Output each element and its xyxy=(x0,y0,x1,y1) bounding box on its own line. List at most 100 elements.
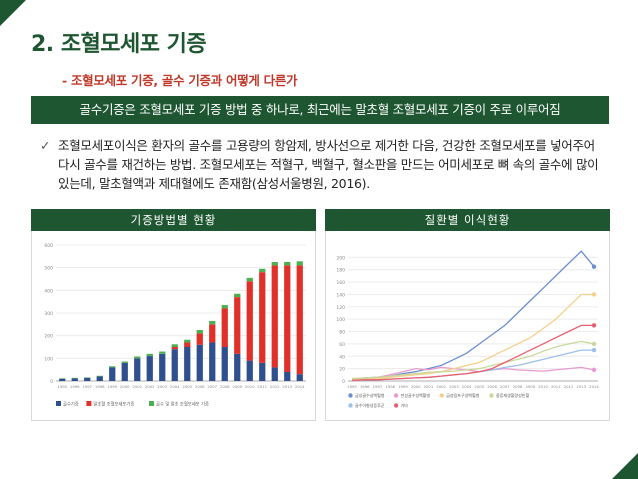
series-end-marker xyxy=(591,367,597,373)
y-tick-label: 200 xyxy=(336,255,345,261)
bar-segment xyxy=(296,265,303,375)
x-tick-label: 2012 xyxy=(564,384,574,389)
x-tick-label: 2005 xyxy=(475,384,485,389)
legend-swatch xyxy=(149,401,154,406)
bar-segment xyxy=(259,362,266,381)
bar-segment xyxy=(246,277,253,282)
x-tick-label: 2004 xyxy=(170,384,180,389)
x-tick-label: 2010 xyxy=(538,384,548,389)
x-tick-label: 1998 xyxy=(385,384,395,389)
x-tick-label: 2009 xyxy=(232,384,242,389)
bullet-text: 조혈모세포이식은 환자의 골수를 고용량의 항암제, 방사선으로 제거한 다음,… xyxy=(58,138,599,191)
series-end-marker xyxy=(591,341,597,347)
y-tick-label: 80 xyxy=(339,330,345,336)
corner-decoration-bottom-right xyxy=(612,453,638,479)
left-chart-panel: 0 100 200 300 400 500 600 1995 1996 1997 1998 1999 2… xyxy=(31,231,316,421)
page-subtitle: - 조혈모세포 기증, 골수 기증과 어떻게 다른가 xyxy=(62,73,298,88)
bar-segment xyxy=(171,347,178,350)
x-tick-label: 1996 xyxy=(360,384,370,389)
x-tick-label: 2009 xyxy=(525,384,535,389)
legend-swatch xyxy=(439,393,444,398)
y-tick-label: 40 xyxy=(339,354,345,360)
x-tick-label: 2005 xyxy=(182,384,192,389)
bar-segment xyxy=(221,347,228,381)
bar-segment xyxy=(159,351,166,354)
left-panel-title: 기증방법별 현황 xyxy=(31,209,316,231)
x-tick-label: 2004 xyxy=(462,384,472,389)
bullet-paragraph: ✓ 조혈모세포이식은 환자의 골수를 고용량의 항암제, 방사선으로 제거한 다… xyxy=(40,136,605,193)
bar-segment xyxy=(221,308,228,347)
bar-segment xyxy=(221,305,228,309)
legend-label: 급성골수성백혈병 xyxy=(355,392,385,398)
bar-segment xyxy=(134,358,141,381)
y-tick-label: 60 xyxy=(339,342,345,348)
legend-label: 만성골수성백혈병 xyxy=(401,392,431,398)
y-tick-label: 200 xyxy=(44,334,53,340)
x-tick-label: 2007 xyxy=(207,384,217,389)
x-tick-label: 2013 xyxy=(576,384,586,389)
legend-label: 급성림프구성백혈병 xyxy=(446,392,479,398)
bar-segment xyxy=(71,378,78,381)
y-tick-label: 100 xyxy=(44,356,53,362)
x-tick-label: 1997 xyxy=(82,384,92,389)
x-tick-label: 1999 xyxy=(107,384,117,389)
corner-decoration-top-left xyxy=(0,0,26,26)
bar-segment xyxy=(284,371,291,381)
series-line xyxy=(351,366,595,381)
x-tick-label: 2006 xyxy=(487,384,497,389)
series-end-marker xyxy=(591,347,597,353)
series-end-marker xyxy=(591,264,597,269)
x-tick-label: 1995 xyxy=(57,384,67,389)
page-title: 2. 조혈모세포 기증 xyxy=(31,32,207,57)
bar-segment xyxy=(234,353,241,381)
bar-segment xyxy=(184,347,191,381)
legend-label: 말초혈 조혈모세포기증 xyxy=(93,401,134,408)
bar-segment xyxy=(109,366,116,368)
series-line xyxy=(351,340,595,380)
legend-swatch xyxy=(56,401,61,406)
x-tick-label: 2000 xyxy=(120,384,130,389)
x-tick-label: 2014 xyxy=(295,384,305,389)
x-tick-label: 2002 xyxy=(145,384,155,389)
series-end-marker xyxy=(591,323,597,328)
x-tick-label: 2001 xyxy=(424,384,434,389)
bar-segment xyxy=(171,349,178,381)
bar-segment xyxy=(84,377,91,381)
bar-segment xyxy=(96,376,103,381)
x-tick-label: 2008 xyxy=(220,384,230,389)
y-tick-label: 180 xyxy=(336,268,345,274)
x-tick-label: 1996 xyxy=(70,384,80,389)
check-icon: ✓ xyxy=(40,138,51,153)
x-tick-label: 1995 xyxy=(347,384,357,389)
bar-segment xyxy=(271,265,278,368)
x-tick-label: 2006 xyxy=(195,384,205,389)
series-line xyxy=(351,293,594,381)
x-tick-label: 2014 xyxy=(589,384,599,389)
bar-segment xyxy=(271,262,278,266)
series-line xyxy=(351,250,595,380)
bar-segment xyxy=(109,367,116,381)
x-tick-label: 2011 xyxy=(551,384,561,389)
x-tick-label: 2003 xyxy=(157,384,167,389)
bar-segment xyxy=(234,293,241,298)
bar-segment xyxy=(271,367,278,381)
y-tick-label: 400 xyxy=(44,288,53,294)
y-tick-label: 20 xyxy=(339,367,345,373)
legend-label: 중증재생불량성빈혈 xyxy=(496,392,529,398)
right-chart-panel: 0 20 40 60 80 100 120 140 160 180 200 1995 1996 1997 1… xyxy=(325,231,610,421)
x-tick-label: 2007 xyxy=(500,384,510,389)
legend-swatch xyxy=(393,393,399,398)
y-tick-label: 500 xyxy=(44,266,53,272)
bar-segment xyxy=(196,344,203,381)
y-tick-label: 300 xyxy=(44,311,53,317)
x-tick-label: 2002 xyxy=(436,384,446,389)
x-tick-label: 1998 xyxy=(95,384,105,389)
y-tick-label: 600 xyxy=(44,243,53,249)
y-tick-label: 0 xyxy=(342,379,345,385)
y-tick-label: 120 xyxy=(336,305,345,311)
x-tick-label: 2003 xyxy=(449,384,459,389)
x-tick-label: 2013 xyxy=(282,384,292,389)
legend-swatch xyxy=(86,401,92,406)
bar-segment xyxy=(184,342,191,347)
